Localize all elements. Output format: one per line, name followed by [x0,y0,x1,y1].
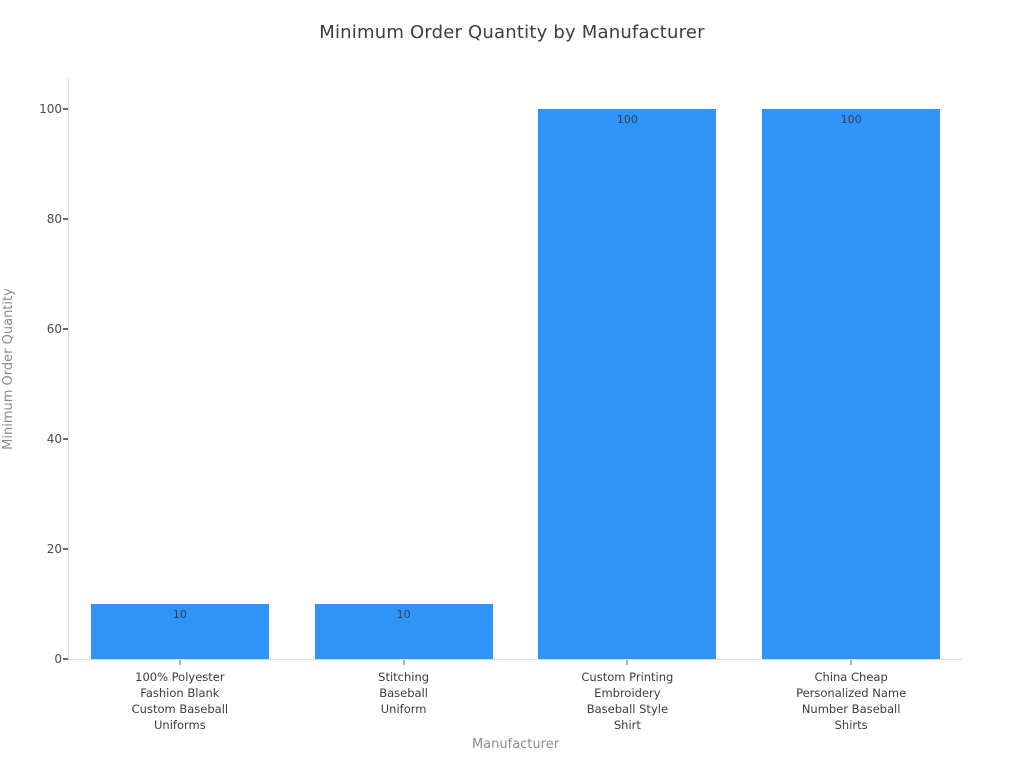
x-category-label-line: Custom Baseball [131,702,229,716]
y-axis-line [68,78,69,660]
x-category-label-line: Uniforms [154,718,206,732]
bar-value-label: 10 [396,607,411,621]
x-tick-mark [403,660,405,665]
y-tick-mark [63,437,68,440]
x-category-label-line: Stitching [378,670,430,684]
bar-value-label: 100 [616,112,638,126]
y-tick-mark [63,547,68,550]
x-category-label-line: Custom Printing [581,670,674,684]
y-tick-mark [63,107,68,110]
x-tick-mark [850,660,852,665]
x-category-label-line: Baseball Style [586,702,669,716]
x-category-label: Custom Printing Embroidery Baseball Style S… [512,669,742,733]
x-category-label: Stitching Baseball Uniform [289,669,519,717]
y-tick-label: 20 [46,541,62,556]
x-category-label-line: Embroidery [594,686,661,700]
y-tick-label: 40 [46,431,62,446]
x-tick-mark [179,660,181,665]
x-category-label-line: Fashion Blank [140,686,220,700]
bar [762,108,941,659]
x-axis-title: Manufacturer [471,737,560,752]
y-tick-mark [63,658,68,660]
bar [538,108,717,659]
y-axis-title: Minimum Order Quantity [1,288,16,450]
x-category-label-line: China Cheap [814,670,888,684]
x-category-label: China Cheap Personalized Name Number Baseb… [736,669,966,733]
x-category-label: 100% Polyester Fashion Blank Custom Baseba… [65,669,295,733]
y-tick-label: 100 [39,101,62,116]
y-tick-label: 0 [54,652,62,666]
bar-value-label: 100 [840,112,862,126]
x-category-label-line: 100% Polyester [135,670,225,684]
bar-value-label: 10 [172,607,187,621]
y-tick-mark [63,327,68,330]
x-tick-mark [626,660,628,665]
x-axis-line [68,659,963,660]
bar [90,603,269,659]
x-category-label-line: Shirts [834,718,868,732]
x-category-label-line: Baseball [379,686,428,700]
x-category-label-line: Shirt [613,718,641,732]
x-category-label-line: Uniform [380,702,427,716]
x-category-label-line: Personalized Name [796,686,907,700]
chart-title: Minimum Order Quantity by Manufacturer [319,22,705,43]
y-tick-mark [63,217,68,220]
y-tick-label: 80 [46,211,62,226]
x-category-label-line: Number Baseball [801,702,901,716]
y-tick-label: 60 [46,321,62,336]
bar [314,603,493,659]
